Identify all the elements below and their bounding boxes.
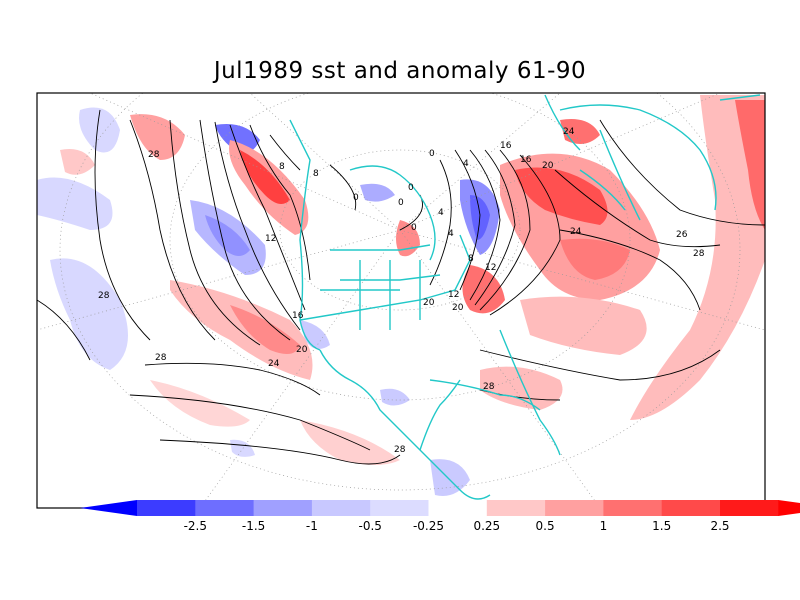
anomaly-patch (130, 114, 185, 160)
anomaly-patch (150, 380, 250, 427)
colorbar-swatch (428, 500, 488, 516)
colorbar-swatch (195, 500, 255, 516)
anomaly-patch (230, 439, 255, 457)
contour-label: 0 (353, 193, 359, 203)
anomaly-patch (230, 305, 300, 354)
contour-labels: 28 28 28 28 28 28 26 24 24 24 20 20 20 2… (98, 127, 705, 455)
map-title: Jul1989 sst and anomaly 61-90 (213, 58, 587, 84)
colorbar-tick-label: -0.5 (358, 519, 381, 533)
sst-contours (37, 109, 765, 465)
contour-label: 0 (398, 198, 404, 208)
anomaly-patch (515, 167, 608, 225)
colorbar-swatch (661, 500, 721, 516)
colorbar-swatch (137, 500, 196, 516)
contour-label: 0 (429, 149, 435, 159)
colorbar-swatch (370, 500, 429, 516)
colorbar: -2.5 -1.5 -1 -0.5 -0.25 0.25 0.5 1 1.5 2.5 (80, 500, 800, 533)
colorbar-swatch (720, 500, 779, 516)
colorbar-swatch (545, 500, 604, 516)
contour-label: 26 (676, 230, 688, 240)
contour-label: 20 (423, 298, 435, 308)
contour-label: 16 (292, 311, 304, 321)
colorbar-tick-label: -1.5 (242, 519, 265, 533)
contour-label: 24 (268, 359, 280, 369)
contour-label: 12 (448, 290, 459, 300)
contour-label: 24 (570, 227, 582, 237)
graticule (37, 93, 765, 508)
contour-label: 8 (313, 169, 319, 179)
anomaly-patch (300, 320, 330, 349)
colorbar-tick-label: -0.25 (413, 519, 444, 533)
anomaly-patch (360, 183, 395, 202)
contour-label: 28 (693, 249, 705, 259)
contour-label: 0 (411, 223, 417, 233)
colorbar-tick-label: -1 (306, 519, 318, 533)
contour-label: 28 (148, 150, 160, 160)
colorbar-tick-label: 0.5 (536, 519, 555, 533)
colorbar-tick-label: 1 (600, 519, 608, 533)
contour-label: 24 (563, 127, 575, 137)
contour-label: 16 (520, 155, 532, 165)
colorbar-tick-label: 1.5 (652, 519, 671, 533)
contour-label: 8 (468, 254, 474, 264)
anomaly-patch (50, 258, 128, 370)
contour-label: 20 (542, 161, 554, 171)
anomaly-patch (215, 124, 260, 154)
colorbar-arrow-right (778, 500, 800, 516)
colorbar-tick-label: 2.5 (710, 519, 729, 533)
contour-label: 8 (279, 162, 285, 172)
contour-label: 12 (485, 263, 496, 273)
anomaly-patch (630, 95, 765, 420)
coastlines (289, 94, 761, 500)
anomaly-patch (60, 149, 95, 175)
anomaly-patch (520, 296, 647, 355)
anomaly-patch (380, 388, 410, 406)
anomaly-patch (79, 107, 120, 153)
contour-label: 28 (155, 353, 167, 363)
colorbar-swatch (311, 500, 371, 516)
contour-label: 28 (98, 291, 110, 301)
contour-label: 20 (296, 345, 308, 355)
colorbar-swatch (253, 500, 313, 516)
colorbar-tick-label: 0.25 (473, 519, 500, 533)
anomaly-patch (170, 280, 313, 380)
anomaly-patch (240, 150, 290, 204)
colorbar-swatch (603, 500, 663, 516)
contour-label: 28 (483, 382, 495, 392)
anomaly-patch (735, 100, 765, 230)
anomaly-patch (560, 238, 630, 280)
contour-label: 12 (265, 234, 276, 244)
anomaly-patch (300, 420, 400, 465)
contour-label: 16 (500, 141, 512, 151)
contour-label: 4 (463, 159, 469, 169)
colorbar-swatch (486, 500, 546, 516)
contour-label: 0 (408, 183, 414, 193)
anomaly-patch (205, 215, 250, 256)
anomaly-patch (37, 177, 113, 230)
colorbar-arrow-left (80, 500, 137, 516)
anomaly-patch (430, 459, 470, 496)
negative-anomaly-patches (37, 107, 500, 496)
contour-label: 4 (438, 208, 444, 218)
contour-label: 20 (452, 303, 464, 313)
contour-label: 28 (394, 445, 406, 455)
contour-label: 4 (448, 229, 454, 239)
anomaly-patch (462, 265, 505, 314)
colorbar-tick-label: -2.5 (184, 519, 207, 533)
